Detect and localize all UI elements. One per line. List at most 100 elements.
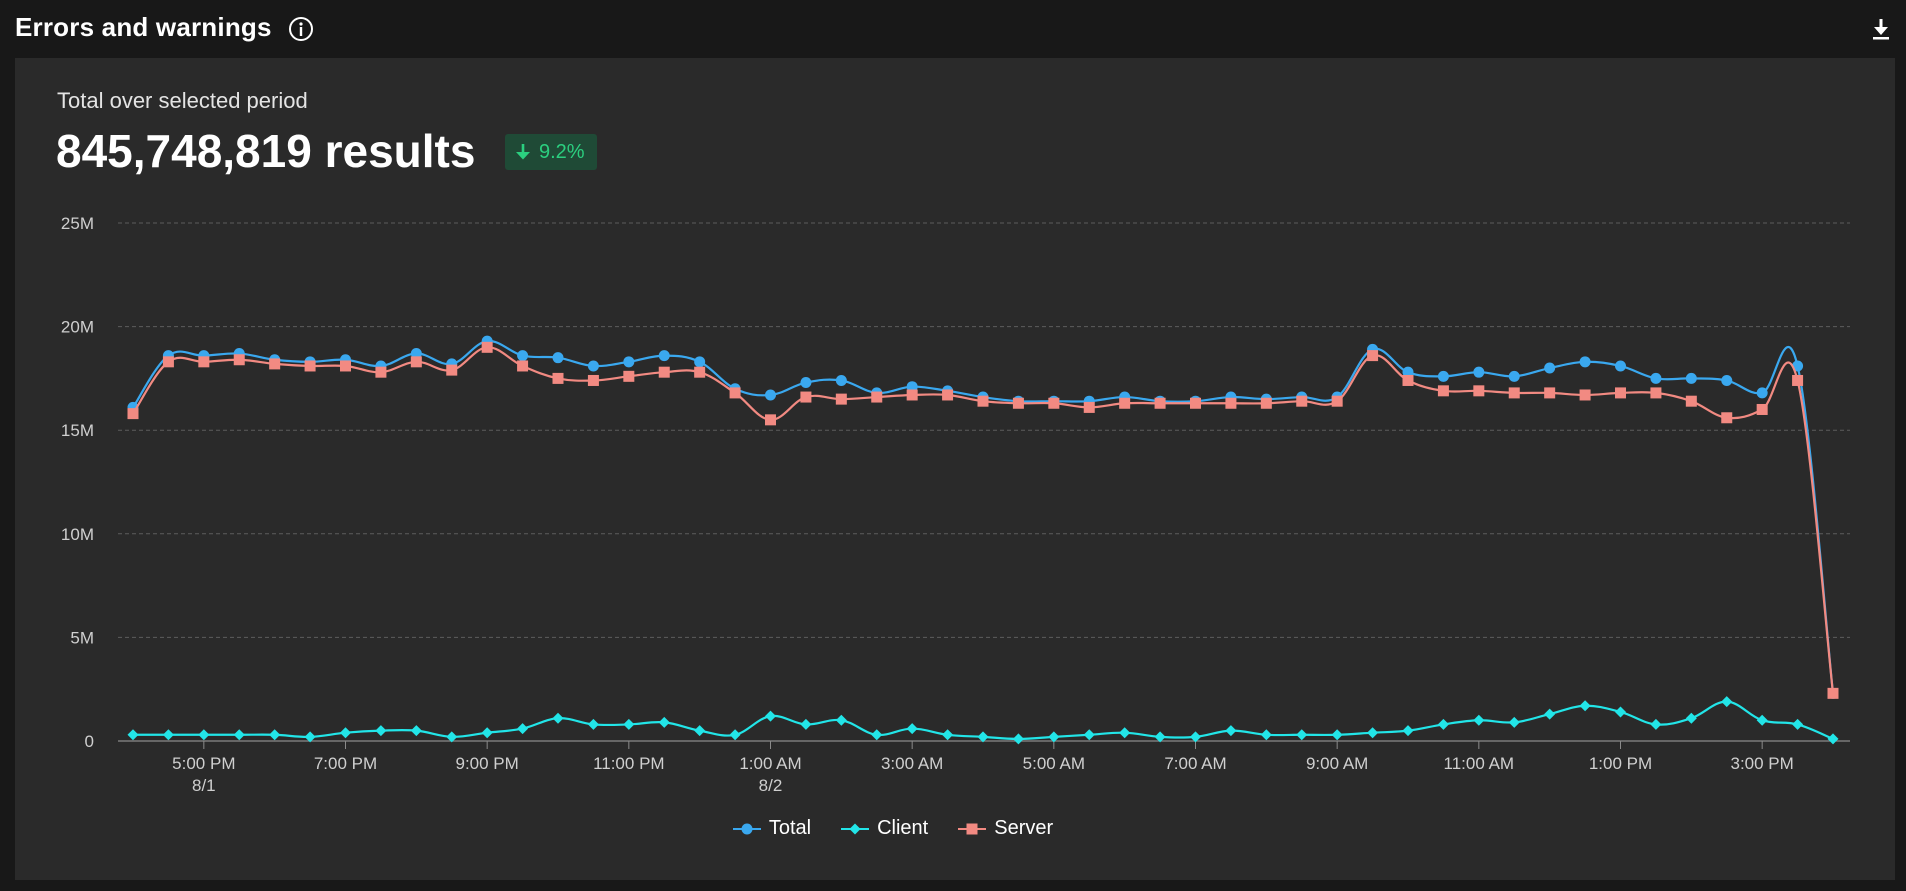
data-point-server xyxy=(1260,397,1272,409)
y-tick-label: 5M xyxy=(70,628,94,647)
x-tick-label: 9:00 AM xyxy=(1306,754,1368,773)
x-tick-sublabel: 8/2 xyxy=(759,776,783,795)
data-point-client xyxy=(871,729,883,741)
x-tick-label: 11:00 PM xyxy=(593,754,665,773)
legend-item-server[interactable]: Server xyxy=(958,817,1053,840)
info-circle-icon[interactable] xyxy=(288,16,314,42)
data-point-server xyxy=(1296,395,1308,407)
legend-label: Total xyxy=(768,817,812,839)
data-point-client xyxy=(269,729,281,741)
data-point-server xyxy=(446,364,458,376)
data-point-total xyxy=(1615,360,1626,372)
data-point-client xyxy=(340,727,351,739)
legend-label: Client xyxy=(877,817,929,839)
legend-item-client[interactable]: Client xyxy=(841,817,928,840)
legend-swatch-client xyxy=(841,823,870,834)
data-point-client xyxy=(162,729,174,741)
data-point-total xyxy=(1473,366,1485,378)
data-point-total xyxy=(1685,372,1697,384)
data-point-client xyxy=(1367,727,1379,739)
data-point-client xyxy=(446,731,458,743)
data-point-client xyxy=(765,710,776,722)
x-tick-label: 3:00 AM xyxy=(881,754,943,773)
data-point-server xyxy=(587,374,599,386)
data-point-server xyxy=(800,391,812,403)
data-point-server xyxy=(1437,385,1449,397)
data-point-client xyxy=(410,725,422,737)
legend-item-total[interactable]: Total xyxy=(732,817,812,840)
data-point-server xyxy=(1190,397,1201,409)
data-point-client xyxy=(1048,731,1060,743)
data-point-client xyxy=(127,729,139,741)
data-point-client xyxy=(1685,712,1697,724)
data-point-server xyxy=(162,356,174,368)
data-point-total xyxy=(835,374,847,386)
data-point-server xyxy=(481,341,493,353)
chart-panel: Total over selected period 845,748,819 r… xyxy=(15,58,1895,880)
data-point-server xyxy=(410,356,422,368)
widget-header: Errors and warnings xyxy=(0,0,1906,58)
data-point-server xyxy=(269,358,281,370)
data-point-client xyxy=(1402,725,1414,737)
data-point-server xyxy=(1119,397,1131,409)
data-point-client xyxy=(1827,733,1839,745)
data-point-server xyxy=(977,395,989,407)
data-point-total xyxy=(517,350,529,362)
legend-swatch-server xyxy=(958,823,987,834)
data-point-server xyxy=(835,393,847,405)
data-point-total xyxy=(906,381,918,393)
download-icon[interactable] xyxy=(1868,16,1894,42)
data-point-client xyxy=(304,731,316,743)
data-point-client xyxy=(1331,729,1343,741)
data-point-total xyxy=(587,360,599,372)
data-point-client xyxy=(906,723,918,735)
data-point-total xyxy=(1508,370,1520,382)
data-point-client xyxy=(233,729,245,741)
y-tick-label: 10M xyxy=(61,525,94,544)
data-point-client xyxy=(729,729,741,741)
data-point-client xyxy=(1083,729,1095,741)
data-point-server xyxy=(340,360,351,372)
data-point-server xyxy=(1721,412,1733,424)
data-point-server xyxy=(375,366,387,378)
x-tick-label: 3:00 PM xyxy=(1731,754,1794,773)
data-point-server xyxy=(1402,374,1414,386)
data-point-server xyxy=(729,387,741,399)
data-point-server xyxy=(1012,397,1024,409)
data-point-total xyxy=(1650,372,1662,384)
data-point-client xyxy=(835,714,847,726)
data-point-total xyxy=(1437,370,1449,382)
data-point-server xyxy=(1650,387,1662,399)
x-tick-label: 1:00 AM xyxy=(739,754,801,773)
data-point-server xyxy=(552,372,564,384)
data-point-total xyxy=(410,348,422,360)
data-point-client xyxy=(1012,733,1024,745)
data-point-client xyxy=(942,729,954,741)
x-tick-label: 9:00 PM xyxy=(456,754,519,773)
data-point-client xyxy=(977,731,989,743)
data-point-client xyxy=(517,723,529,735)
data-point-server xyxy=(1473,385,1485,397)
summary-value: 845,748,819 results xyxy=(56,125,476,177)
data-point-server xyxy=(942,389,954,401)
data-point-client xyxy=(1437,718,1449,730)
data-point-client xyxy=(1792,718,1804,730)
data-point-total xyxy=(552,352,564,364)
delta-value: 9.2% xyxy=(539,140,585,163)
data-point-server xyxy=(127,408,139,420)
y-tick-label: 20M xyxy=(61,318,94,337)
data-point-client xyxy=(1756,714,1768,726)
x-tick-label: 7:00 AM xyxy=(1164,754,1226,773)
data-point-server xyxy=(1827,687,1839,699)
x-tick-label: 7:00 PM xyxy=(314,754,377,773)
x-tick-label: 5:00 AM xyxy=(1023,754,1085,773)
data-point-total xyxy=(1402,366,1414,378)
data-point-server xyxy=(1615,387,1626,399)
data-point-server xyxy=(1331,395,1343,407)
data-point-client xyxy=(375,725,387,737)
data-point-server xyxy=(304,360,316,372)
data-point-server xyxy=(1792,374,1804,386)
legend-swatch-marker xyxy=(741,823,753,834)
data-point-server xyxy=(198,356,210,368)
data-point-client xyxy=(1119,727,1131,739)
